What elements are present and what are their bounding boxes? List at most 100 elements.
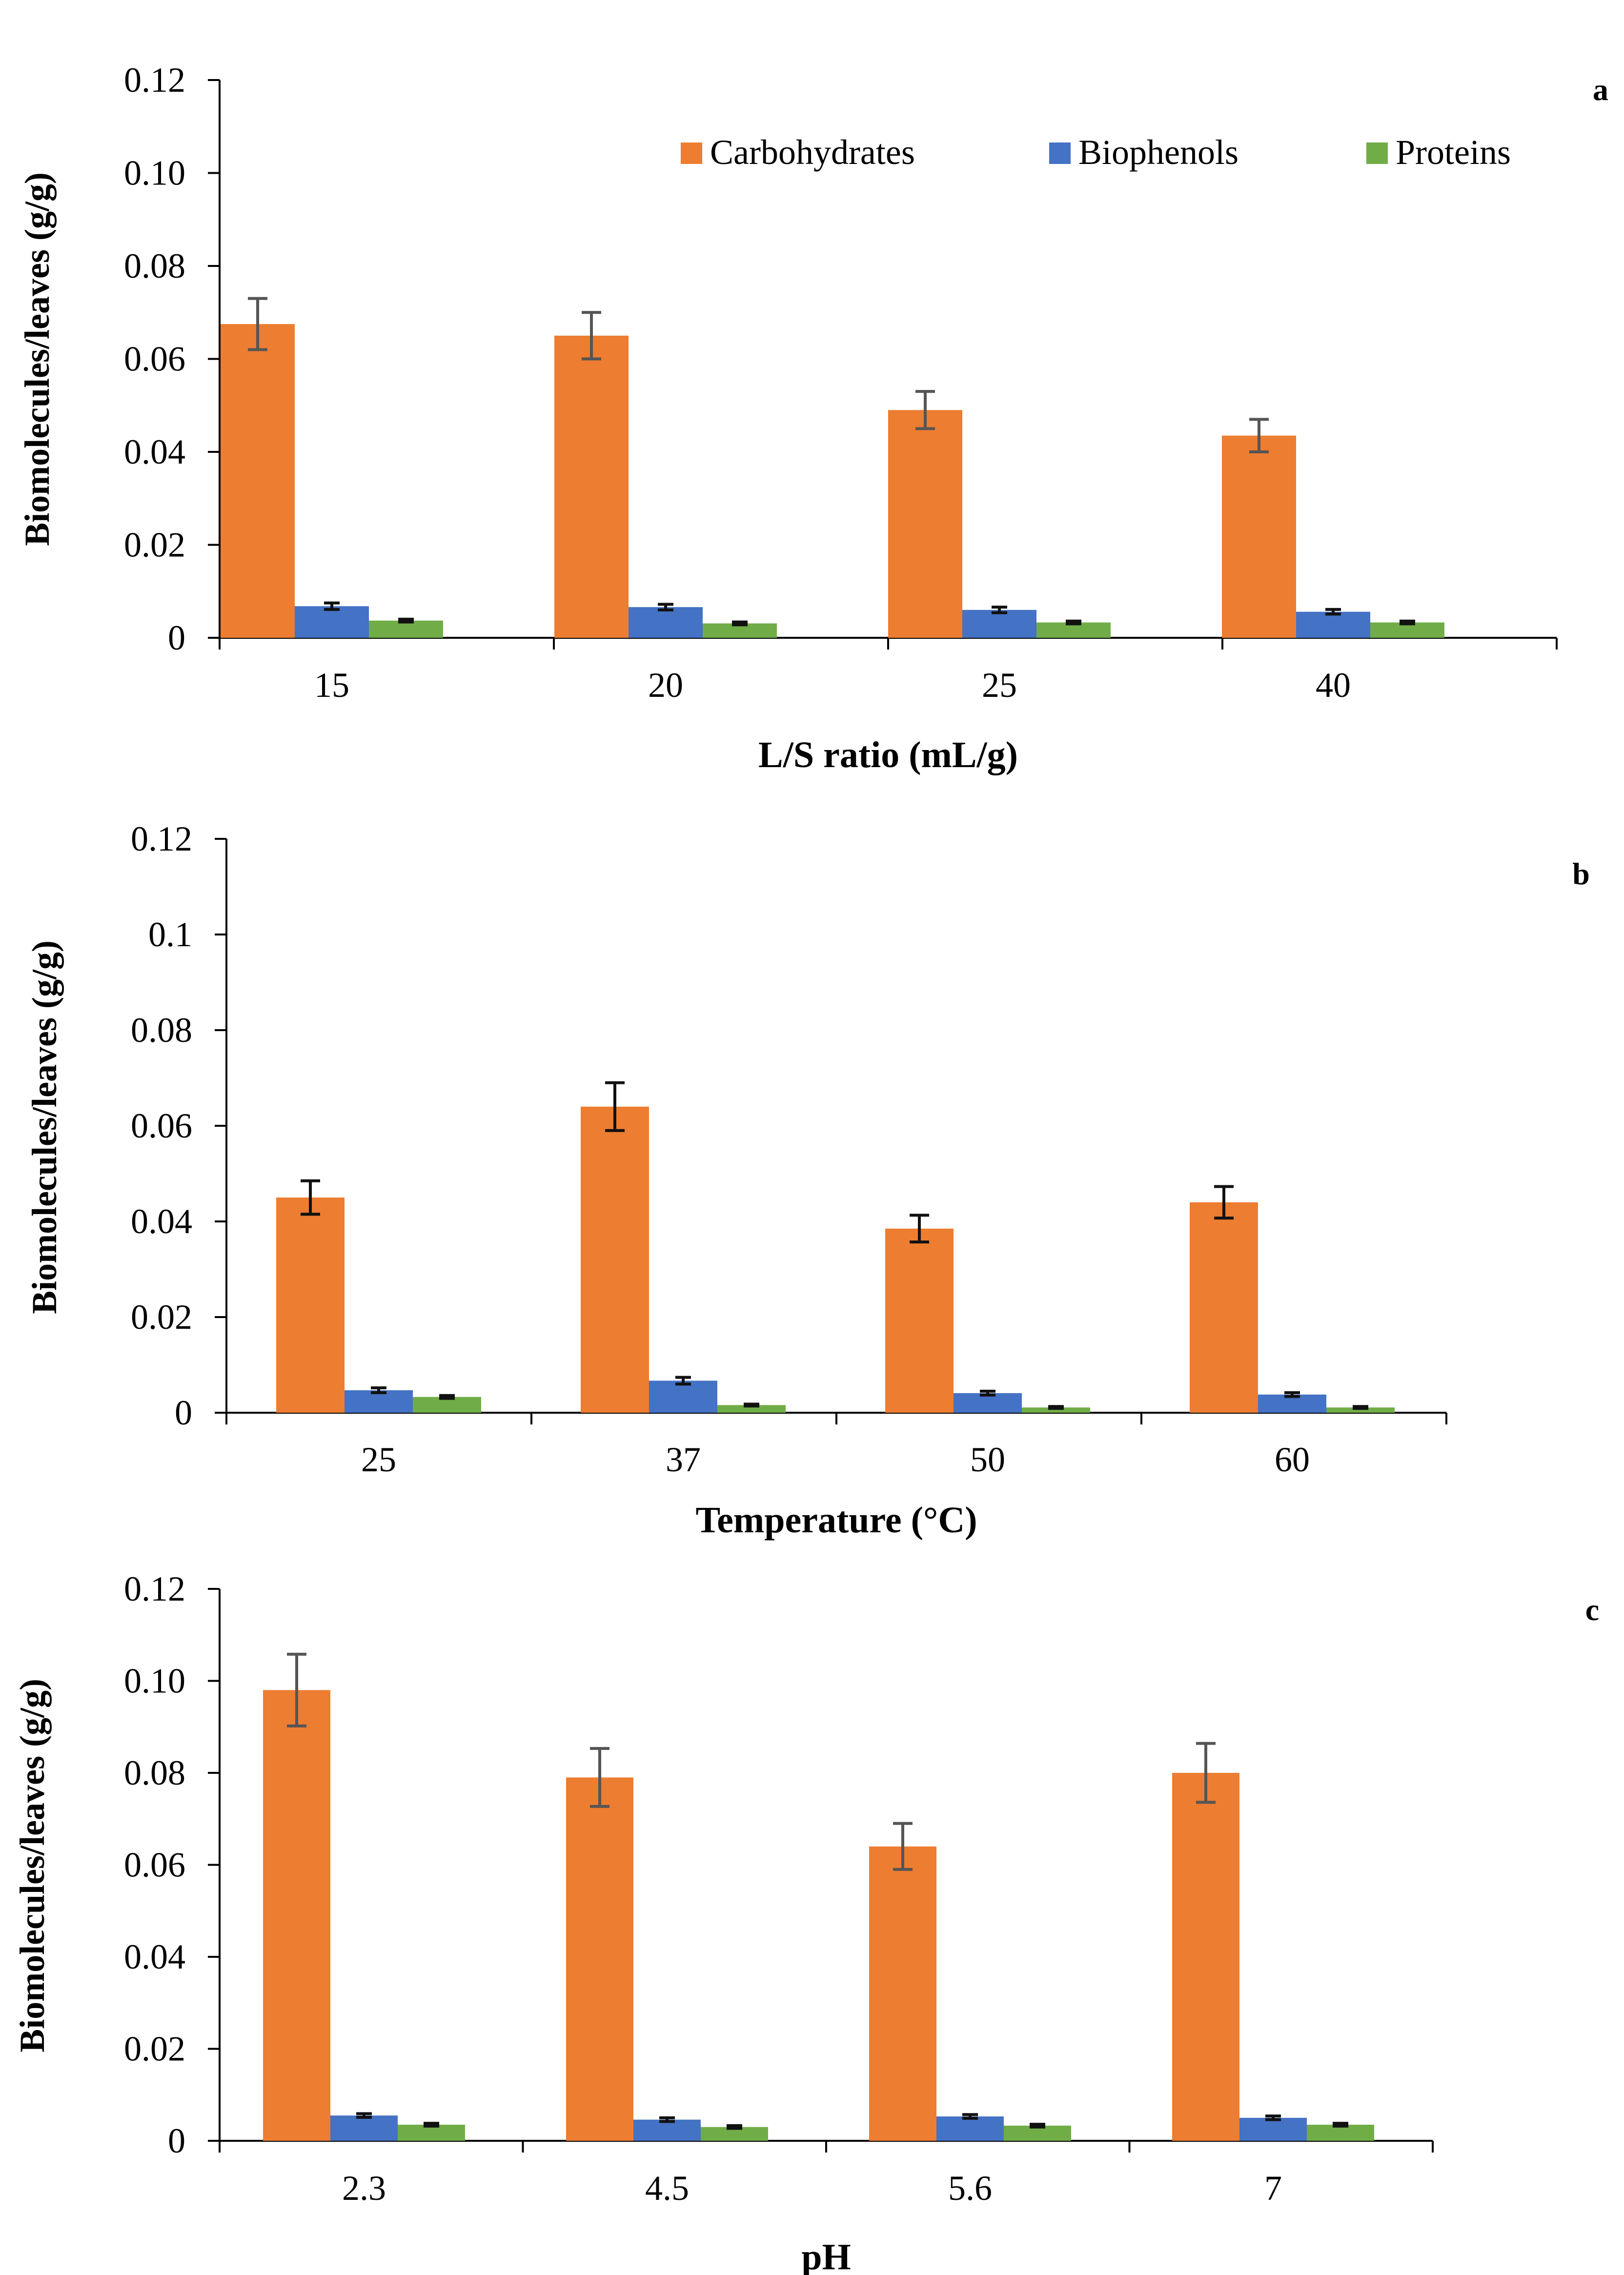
- y-tick-label: 0.12: [131, 819, 192, 858]
- legend-swatch-proteins: [1366, 142, 1388, 164]
- y-tick-label: 0: [175, 1393, 192, 1432]
- y-tick-label: 0: [168, 618, 185, 657]
- error-bar-carbohydrates-2.3: [287, 1652, 306, 1727]
- y-tick-label: 0.06: [124, 1846, 185, 1885]
- error-bar-proteins-25: [1066, 619, 1081, 626]
- bar-proteins-60: [1326, 1407, 1395, 1413]
- y-tick-label: 0.10: [124, 154, 185, 193]
- x-tick-label: 2.3: [342, 2169, 386, 2208]
- error-bar-biophenols-7: [1265, 2114, 1281, 2121]
- y-tick-label: 0.08: [124, 246, 185, 285]
- error-bar-proteins-5.6: [1030, 2123, 1045, 2129]
- legend-label-carbohydrates: Carbohydrates: [710, 133, 915, 172]
- error-bar-carbohydrates-25: [301, 1179, 320, 1216]
- error-bar-proteins-37: [744, 1402, 759, 1408]
- x-tick-label: 37: [666, 1440, 701, 1479]
- x-tick-label: 15: [314, 666, 349, 705]
- panel-letter: a: [1593, 72, 1608, 107]
- y-tick-label: 0.04: [131, 1202, 192, 1241]
- error-bar-proteins-50: [1048, 1405, 1064, 1410]
- bar-carbohydrates-7: [1172, 1773, 1239, 2141]
- chart-panel-a: 0 0.02 0.04 0.06 0.08 0.10 0.12 15 20 25 40 L/S rat…: [18, 61, 1608, 775]
- bar-carbohydrates-37: [581, 1106, 649, 1413]
- bar-carbohydrates-40: [1222, 435, 1296, 638]
- y-tick-label: 0.02: [124, 2030, 185, 2069]
- legend-item-proteins: Proteins: [1366, 133, 1511, 172]
- bar-carbohydrates-60: [1190, 1202, 1258, 1413]
- bar-biophenols-37: [649, 1381, 717, 1413]
- y-tick-label: 0.12: [124, 1569, 185, 1608]
- x-tick-label: 4.5: [645, 2169, 689, 2208]
- y-tick-label: 0.02: [131, 1298, 192, 1337]
- y-axis-title: Biomolecules/leaves (g/g): [18, 172, 57, 546]
- x-tick-label: 50: [970, 1440, 1005, 1479]
- bar-proteins-37: [717, 1405, 786, 1413]
- error-bar-proteins-25: [439, 1394, 455, 1400]
- error-bar-carbohydrates-20: [582, 311, 601, 361]
- bar-biophenols-2.3: [330, 2115, 398, 2141]
- y-tick-label: 0.06: [131, 1106, 192, 1145]
- x-tick-label: 60: [1275, 1440, 1310, 1479]
- y-tick-label: 0.04: [124, 432, 185, 471]
- bar-biophenols-4.5: [633, 2119, 701, 2141]
- bar-carbohydrates-25: [276, 1198, 345, 1413]
- x-tick-label: 20: [648, 666, 683, 705]
- error-bar-biophenols-5.6: [962, 2113, 978, 2120]
- error-bar-biophenols-25: [992, 606, 1007, 614]
- legend-label-biophenols: Biophenols: [1078, 133, 1238, 172]
- y-tick-label: 0.10: [124, 1662, 185, 1701]
- error-bar-biophenols-2.3: [356, 2112, 372, 2119]
- bar-biophenols-5.6: [936, 2116, 1004, 2141]
- error-bar-proteins-7: [1333, 2122, 1348, 2128]
- y-axis-title: Biomolecules/leaves (g/g): [13, 1679, 52, 2052]
- legend-item-carbohydrates: Carbohydrates: [681, 133, 915, 172]
- error-bar-biophenols-15: [324, 601, 340, 611]
- legend-swatch-biophenols: [1049, 142, 1071, 164]
- error-bar-biophenols-40: [1325, 608, 1341, 616]
- error-bar-carbohydrates-5.6: [893, 1822, 913, 1871]
- error-bar-carbohydrates-25: [915, 390, 935, 430]
- bar-proteins-15: [369, 620, 443, 638]
- error-bar-carbohydrates-40: [1249, 418, 1269, 453]
- x-axis-title: pH: [801, 2236, 851, 2275]
- x-tick-label: 25: [361, 1440, 396, 1479]
- bar-carbohydrates-25: [888, 410, 962, 638]
- chart-panel-c: 0 0.02 0.04 0.06 0.08 0.10 0.12 2.3 4.5 5.6 7 pH Bio…: [13, 1569, 1599, 2275]
- x-axis-title: Temperature (°C): [695, 1500, 977, 1541]
- y-axis-title: Biomolecules/leaves (g/g): [25, 940, 64, 1314]
- legend-label-proteins: Proteins: [1396, 133, 1511, 172]
- y-tick-label: 0.08: [124, 1753, 185, 1792]
- legend-swatch-carbohydrates: [681, 142, 702, 164]
- y-tick-label: 0.12: [124, 61, 185, 100]
- error-bar-carbohydrates-37: [605, 1081, 625, 1132]
- error-bar-proteins-15: [398, 617, 414, 624]
- error-bar-carbohydrates-15: [248, 297, 267, 351]
- error-bar-biophenols-60: [1284, 1391, 1300, 1398]
- x-tick-label: 40: [1316, 666, 1351, 705]
- y-tick-label: 0.02: [124, 526, 185, 565]
- y-tick-label: 0.08: [131, 1011, 192, 1050]
- error-bar-carbohydrates-50: [910, 1214, 929, 1244]
- bar-carbohydrates-20: [554, 335, 629, 638]
- error-bar-carbohydrates-60: [1214, 1185, 1234, 1220]
- bar-biophenols-40: [1296, 611, 1370, 638]
- y-tick-label: 0.04: [124, 1937, 185, 1976]
- bar-carbohydrates-50: [885, 1228, 954, 1413]
- y-tick-label: 0: [168, 2121, 185, 2160]
- bar-biophenols-15: [295, 606, 369, 638]
- y-tick-label: 0.1: [148, 915, 192, 954]
- bar-carbohydrates-15: [221, 324, 295, 638]
- error-bar-proteins-2.3: [424, 2122, 439, 2128]
- x-tick-label: 25: [982, 666, 1017, 705]
- y-tick-label: 0.06: [124, 340, 185, 379]
- bar-carbohydrates-4.5: [566, 1777, 633, 2141]
- panel-letter: b: [1572, 856, 1590, 891]
- x-tick-label: 5.6: [948, 2169, 992, 2208]
- panel-letter: c: [1585, 1592, 1599, 1627]
- x-axis-title: L/S ratio (mL/g): [758, 734, 1018, 775]
- error-bar-biophenols-37: [675, 1376, 691, 1386]
- error-bar-proteins-4.5: [727, 2124, 742, 2130]
- bar-biophenols-7: [1239, 2117, 1307, 2141]
- error-bar-proteins-20: [732, 620, 748, 627]
